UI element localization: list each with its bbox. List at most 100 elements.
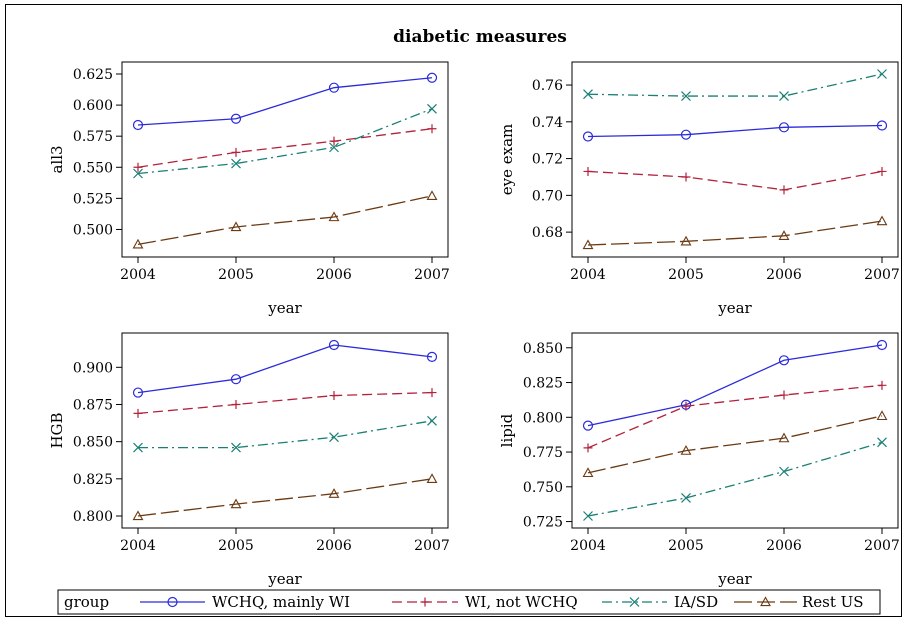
- legend-marker: [760, 596, 771, 607]
- data-point: [779, 185, 789, 195]
- data-point: [231, 147, 241, 157]
- legend-entry: WI, not WCHQ: [392, 593, 578, 611]
- series-line: [587, 73, 883, 97]
- data-point: [132, 238, 144, 249]
- data-point: [876, 410, 888, 421]
- x-tick-label: 2004: [570, 538, 606, 554]
- data-point: [681, 493, 691, 503]
- y-tick-label: 0.68: [532, 225, 563, 241]
- series-rest-us: [582, 215, 888, 250]
- data-point: [427, 388, 437, 398]
- data-point: [231, 158, 241, 169]
- y-tick-label: 0.550: [73, 160, 113, 176]
- data-point: [328, 488, 340, 498]
- x-tick-label: 2006: [316, 267, 352, 283]
- legend-marker: [167, 596, 178, 608]
- y-tick-label: 0.800: [523, 410, 563, 426]
- data-point: [582, 420, 594, 431]
- x-tick-label: 2006: [316, 538, 352, 554]
- series-wi-not-wchq: [133, 124, 437, 172]
- data-point: [876, 339, 888, 351]
- y-tick-label: 0.74: [532, 115, 563, 131]
- series-line: [137, 108, 433, 175]
- chart-panel-2: 0.68 0.70 0.72 0.74 0.76 2004 2005 2006 2007 year…: [498, 61, 900, 317]
- x-tick-label: 2005: [218, 538, 254, 554]
- series-line: [137, 128, 433, 168]
- data-point: [329, 432, 339, 443]
- data-point: [329, 391, 339, 401]
- data-point: [877, 437, 887, 448]
- series-wi-not-wchq: [583, 166, 887, 195]
- data-point: [877, 380, 887, 390]
- series-line: [137, 391, 433, 415]
- data-point: [681, 91, 691, 101]
- data-point: [680, 129, 692, 140]
- data-point: [231, 399, 241, 409]
- y-tick-label: 0.825: [73, 472, 113, 488]
- series-ia-sd: [133, 103, 437, 179]
- data-point: [133, 408, 143, 418]
- series-wi-not-wchq: [133, 388, 437, 418]
- data-point: [779, 466, 789, 477]
- data-point: [427, 103, 437, 114]
- y-axis-label: lipid: [498, 413, 516, 447]
- data-point: [426, 190, 438, 201]
- legend-marker: [629, 597, 640, 607]
- data-point: [778, 432, 790, 443]
- y-tick-label: 0.70: [532, 188, 563, 204]
- chart-panel-3: 0.800 0.825 0.850 0.875 0.900 2004 2005 2006 200…: [48, 332, 450, 588]
- y-tick-label: 0.575: [73, 129, 113, 145]
- x-axis-label: year: [717, 299, 752, 317]
- data-point: [680, 235, 692, 246]
- data-point: [583, 89, 593, 100]
- x-tick-label: 2007: [864, 538, 900, 554]
- data-point: [680, 445, 692, 455]
- series-rest-us: [582, 410, 888, 478]
- data-point: [681, 401, 691, 411]
- data-point: [877, 166, 887, 176]
- series-wchq-mainly-wi: [582, 339, 888, 431]
- data-point: [583, 443, 593, 453]
- data-point: [132, 387, 144, 398]
- data-point: [230, 113, 242, 124]
- series-line: [587, 170, 883, 191]
- x-tick-label: 2007: [414, 538, 450, 554]
- y-tick-label: 0.825: [523, 376, 563, 392]
- figure-frame: [5, 4, 902, 617]
- y-axis-label: all3: [48, 145, 66, 173]
- y-tick-label: 0.875: [73, 397, 113, 413]
- x-tick-label: 2004: [120, 538, 156, 554]
- data-point: [876, 120, 888, 131]
- data-point: [779, 91, 789, 101]
- plot-area: [121, 332, 449, 529]
- x-tick-label: 2004: [120, 267, 156, 283]
- y-tick-label: 0.76: [532, 78, 563, 94]
- data-point: [427, 124, 437, 134]
- data-point: [582, 131, 594, 142]
- data-point: [328, 211, 340, 222]
- series-line: [587, 415, 883, 474]
- legend: group WCHQ, mainly WI WI, not WCHQ IA/SD Res…: [57, 589, 881, 615]
- series-rest-us: [132, 473, 438, 521]
- data-point: [876, 215, 888, 226]
- data-point: [426, 473, 438, 483]
- y-tick-label: 0.72: [532, 152, 563, 168]
- series-line: [587, 344, 883, 427]
- legend-label: IA/SD: [674, 593, 718, 611]
- data-point: [230, 374, 242, 385]
- x-tick-label: 2005: [668, 267, 704, 283]
- data-point: [329, 136, 339, 146]
- data-point: [132, 510, 144, 521]
- series-line: [587, 124, 883, 138]
- legend-entry: WCHQ, mainly WI: [140, 593, 350, 611]
- series-line: [587, 384, 883, 449]
- data-point: [328, 339, 340, 351]
- legend-entry: Rest US: [734, 593, 864, 611]
- series-wchq-mainly-wi: [132, 72, 438, 131]
- series-ia-sd: [133, 415, 437, 453]
- y-tick-label: 0.900: [73, 360, 113, 376]
- data-point: [231, 442, 241, 453]
- series-line: [137, 478, 433, 517]
- x-tick-label: 2005: [218, 267, 254, 283]
- series-ia-sd: [583, 437, 887, 521]
